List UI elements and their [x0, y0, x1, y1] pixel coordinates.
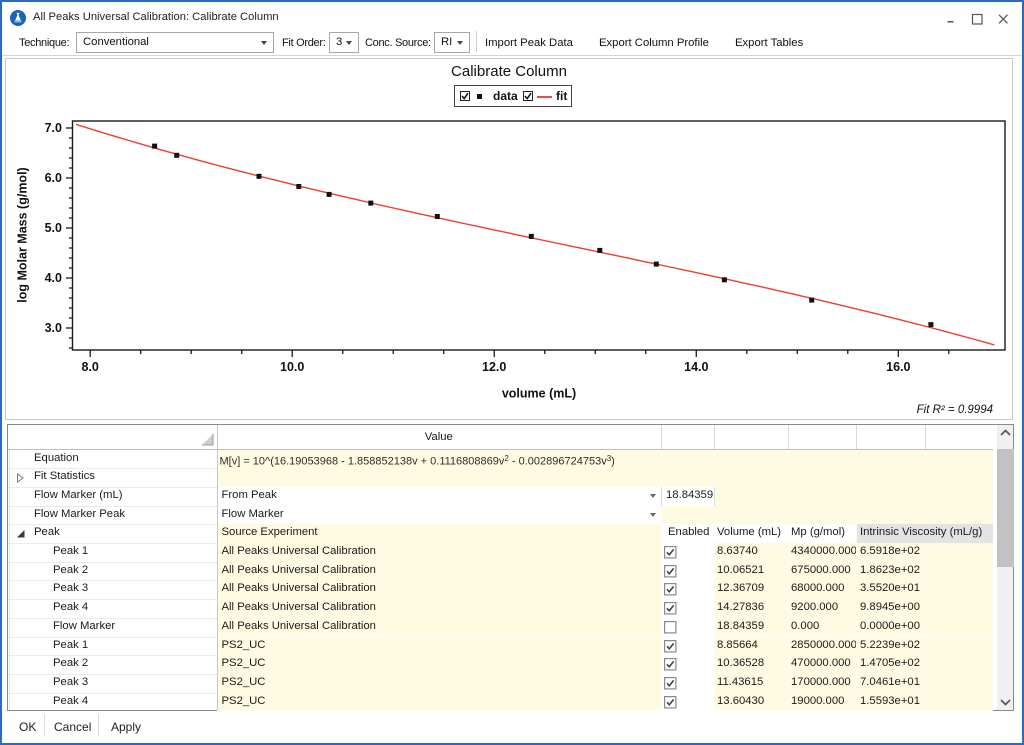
svg-text:7.0: 7.0: [45, 121, 62, 135]
svg-text:3.0: 3.0: [45, 321, 62, 335]
svg-text:12.0: 12.0: [482, 360, 506, 374]
svg-text:10.0: 10.0: [280, 360, 304, 374]
svg-text:8.0: 8.0: [82, 360, 99, 374]
svg-text:6.0: 6.0: [45, 171, 62, 185]
svg-text:4.0: 4.0: [45, 271, 62, 285]
svg-text:16.0: 16.0: [886, 360, 910, 374]
svg-text:volume (mL): volume (mL): [502, 387, 576, 401]
svg-text:14.0: 14.0: [684, 360, 708, 374]
svg-text:5.0: 5.0: [45, 221, 62, 235]
svg-text:log Molar Mass (g/mol): log Molar Mass (g/mol): [16, 167, 30, 302]
